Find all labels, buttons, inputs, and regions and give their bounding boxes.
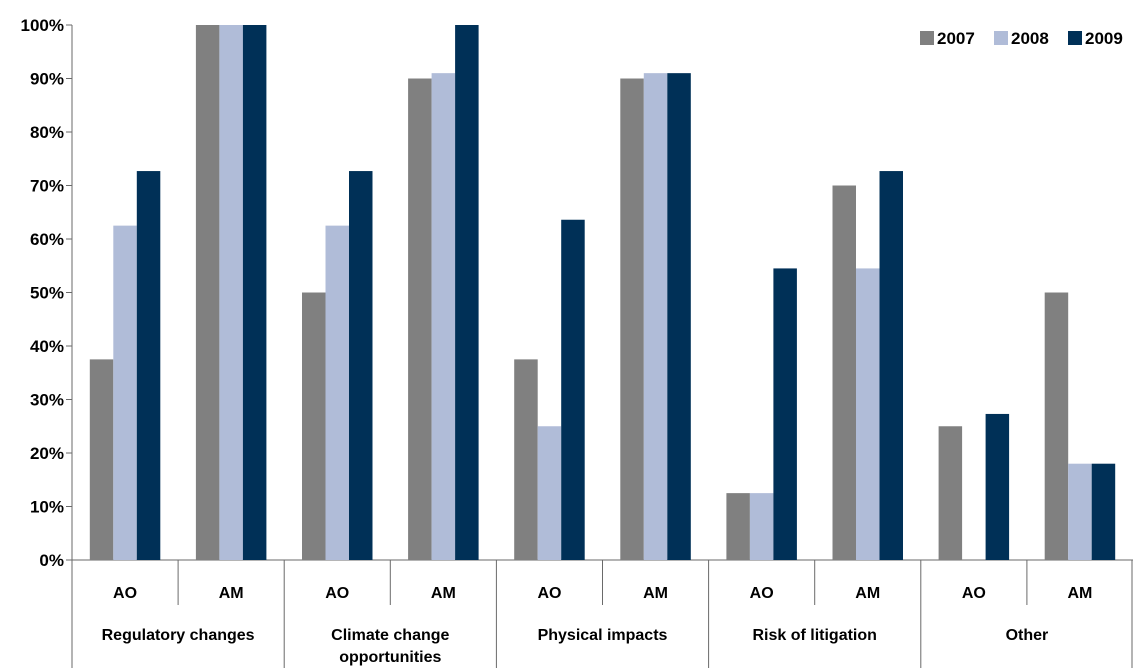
bar-2009-risk-of-litigation-am — [879, 171, 903, 560]
legend-label-2008: 2008 — [1011, 29, 1049, 48]
x-sub-label: AO — [325, 585, 349, 602]
y-tick-label: 100% — [21, 16, 64, 35]
y-tick-label: 0% — [39, 551, 64, 570]
legend-swatch-2007 — [920, 31, 934, 45]
legend-swatch-2008 — [994, 31, 1008, 45]
x-sub-label: AO — [750, 585, 774, 602]
x-axis-labels: AO AM Regulatory changes AO AM Climate change… — [102, 560, 1133, 668]
bar-2007-risk-of-litigation-am — [832, 185, 856, 560]
y-tick-label: 90% — [30, 70, 64, 89]
bar-2007-risk-of-litigation-ao — [726, 493, 750, 561]
bar-2008-risk-of-litigation-ao — [749, 493, 774, 561]
bar-2009-regulatory-changes-ao — [136, 171, 161, 560]
bar-2008-physical-impacts-ao — [537, 426, 562, 560]
y-tick-label: 80% — [30, 123, 64, 142]
bar-2007-physical-impacts-am — [620, 78, 644, 560]
bar-2007-climate-change-opportunities-am — [408, 78, 432, 560]
x-sub-label: AM — [219, 585, 244, 602]
bar-2009-physical-impacts-am — [667, 73, 691, 561]
y-tick-label: 30% — [30, 391, 64, 410]
x-sub-label: AO — [962, 585, 986, 602]
legend-label-2007: 2007 — [937, 29, 975, 48]
x-group-label: Physical impacts — [538, 627, 668, 644]
x-sub-label: AM — [431, 585, 456, 602]
x-sub-label: AM — [855, 585, 880, 602]
bar-2007-regulatory-changes-ao — [89, 359, 114, 561]
bar-2008-risk-of-litigation-am — [856, 268, 880, 560]
bar-2008-climate-change-opportunities-am — [431, 73, 456, 561]
bar-2009-climate-change-opportunities-ao — [349, 171, 373, 560]
x-group-label: Climate change opportunities — [331, 627, 449, 666]
bar-2009-climate-change-opportunities-am — [455, 25, 479, 560]
y-tick-label: 60% — [30, 230, 64, 249]
y-tick-label: 50% — [30, 284, 64, 303]
bar-2009-other-ao — [985, 413, 1010, 560]
x-sub-label: AO — [113, 585, 137, 602]
legend-label-2009: 2009 — [1085, 29, 1123, 48]
x-sub-label: AM — [643, 585, 668, 602]
y-tick-label: 70% — [30, 177, 64, 196]
bar-2007-other-ao — [938, 426, 963, 560]
x-group-label: Regulatory changes — [102, 627, 255, 644]
y-tick-label: 40% — [30, 337, 64, 356]
x-sub-label: AM — [1068, 585, 1093, 602]
bar-2008-regulatory-changes-ao — [113, 225, 137, 561]
legend: 2007 2008 2009 — [920, 29, 1123, 48]
x-group-label: Other — [1006, 627, 1049, 644]
bar-2007-regulatory-changes-am — [195, 25, 220, 560]
bar-2008-climate-change-opportunities-ao — [325, 225, 349, 561]
y-tick-label: 10% — [30, 498, 64, 517]
bar-2009-physical-impacts-ao — [561, 219, 585, 561]
y-axis-ticks: 0% 10% 20% 30% 40% 50% 60% 70% 80% 90% 100% — [21, 16, 72, 570]
bar-2007-climate-change-opportunities-ao — [302, 292, 326, 560]
bar-2008-other-am — [1068, 463, 1092, 560]
y-tick-label: 20% — [30, 444, 64, 463]
legend-swatch-2009 — [1068, 31, 1082, 45]
bar-2008-regulatory-changes-am — [219, 25, 243, 560]
bar-2009-risk-of-litigation-ao — [773, 268, 797, 560]
bar-2007-other-am — [1044, 292, 1069, 560]
bars — [89, 25, 1116, 561]
bar-2007-physical-impacts-ao — [514, 359, 538, 561]
bar-2009-other-am — [1091, 463, 1116, 560]
x-sub-label: AO — [537, 585, 561, 602]
x-group-label: Risk of litigation — [752, 627, 876, 644]
bar-2009-regulatory-changes-am — [242, 25, 267, 560]
bar-2008-physical-impacts-am — [643, 73, 668, 561]
